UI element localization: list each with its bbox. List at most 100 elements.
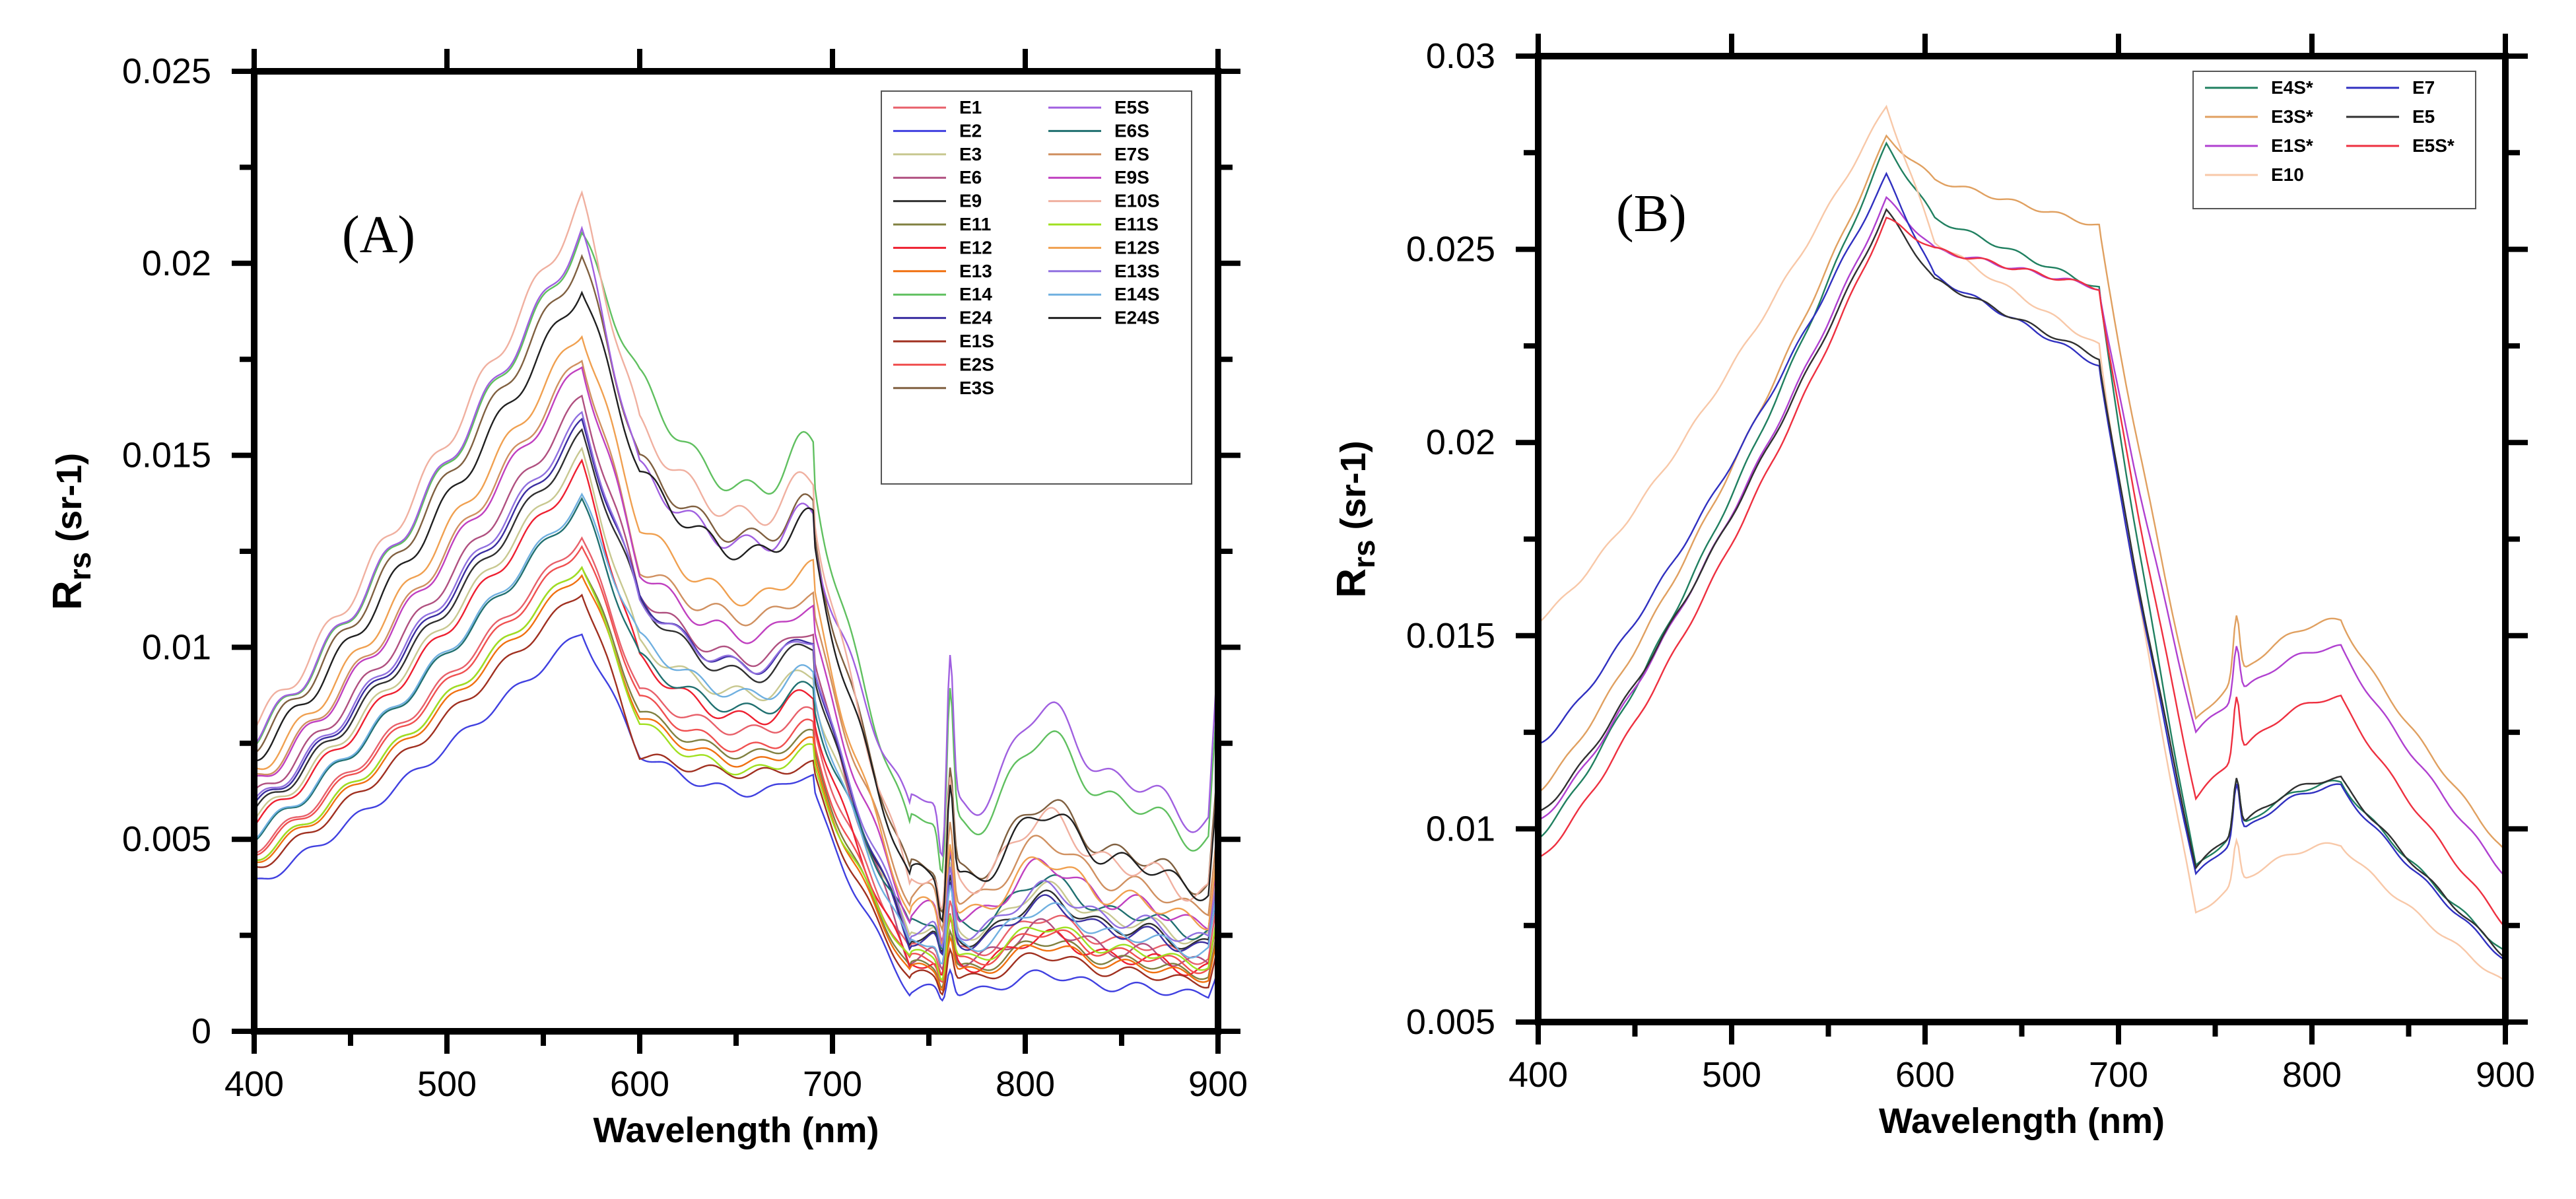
series-line-e2 bbox=[254, 633, 1219, 1002]
y-axis-title: Rrs (sr-1) bbox=[45, 453, 97, 610]
tick-marks bbox=[1516, 34, 2528, 1045]
legend-label: E24 bbox=[959, 308, 992, 328]
legend-box bbox=[2192, 71, 2476, 209]
legend-item: E7S bbox=[1048, 144, 1149, 164]
series-line-e10 bbox=[1538, 104, 2506, 982]
legend-item: E10S bbox=[1048, 191, 1160, 211]
legend-label: E3S* bbox=[2271, 106, 2313, 127]
legend-label: E13 bbox=[959, 261, 992, 281]
legend-label: E1 bbox=[959, 97, 982, 118]
y-tick-label: 0 bbox=[191, 1011, 211, 1051]
x-tick-label: 800 bbox=[2282, 1055, 2342, 1095]
series-line-e3s bbox=[254, 254, 1219, 914]
legend-label: E12 bbox=[959, 237, 992, 257]
series-line-e13 bbox=[254, 574, 1219, 992]
series-line-e1 bbox=[254, 536, 1219, 975]
legend-item: E13S bbox=[1048, 261, 1160, 281]
series-lines bbox=[1538, 104, 2506, 982]
panel-a: 400 500 600 700 800 900 0 0.005 0.01 0.015 0.02 0.0… bbox=[45, 49, 1248, 1150]
legend-label: E9 bbox=[959, 191, 982, 211]
series-line-e3 bbox=[254, 446, 1219, 949]
x-tick-label: 400 bbox=[1508, 1055, 1568, 1095]
legend-label: E10S bbox=[1114, 191, 1160, 211]
y-tick-label: 0.025 bbox=[122, 51, 211, 91]
legend-item: E7 bbox=[2346, 77, 2435, 98]
legend-item: E14S bbox=[1048, 284, 1160, 304]
series-line-e9s bbox=[254, 366, 1219, 944]
y-tick-label: 0.03 bbox=[1426, 36, 1495, 76]
legend-item: E9 bbox=[893, 191, 982, 211]
legend-label: E13S bbox=[1114, 261, 1160, 281]
x-tick-label: 700 bbox=[2089, 1055, 2148, 1095]
legend-item: E1 bbox=[893, 97, 982, 118]
y-tick-label: 0.02 bbox=[142, 244, 211, 283]
legend-label: E1S bbox=[959, 331, 994, 351]
legend-label: E5S bbox=[1114, 97, 1149, 118]
legend-item: E5S bbox=[1048, 97, 1149, 118]
y-tick-label: 0.01 bbox=[142, 627, 211, 667]
legend-label: E3 bbox=[959, 144, 982, 164]
x-tick-label: 900 bbox=[2476, 1055, 2535, 1095]
x-tick-label: 700 bbox=[803, 1064, 862, 1104]
legend-item: E12S bbox=[1048, 237, 1160, 257]
legend-item: E2S bbox=[893, 354, 994, 374]
y-tick-label: 0.015 bbox=[1406, 616, 1495, 656]
panel-b: 400 500 600 700 800 900 0.005 0.01 0.015 0.02 0.02… bbox=[1329, 34, 2535, 1141]
series-line-e5s-star bbox=[1538, 217, 2506, 928]
legend-label: E7 bbox=[2412, 77, 2435, 98]
legend-label: E5 bbox=[2412, 106, 2435, 127]
legend-item: E3S* bbox=[2205, 106, 2313, 127]
series-line-e11s bbox=[254, 566, 1219, 982]
legend-item: E10 bbox=[2205, 164, 2304, 185]
legend-item: E24 bbox=[893, 308, 992, 328]
series-line-e4s-star bbox=[1538, 141, 2506, 952]
series-line-e2s bbox=[254, 545, 1219, 983]
series-line-e10s bbox=[253, 190, 1219, 910]
series-line-e7s bbox=[254, 359, 1219, 933]
series-lines bbox=[253, 190, 1219, 1002]
y-tick-label: 0.005 bbox=[1406, 1002, 1495, 1042]
legend-label: E6 bbox=[959, 167, 982, 188]
legend-label: E10 bbox=[2271, 164, 2304, 185]
legend-item: E6 bbox=[893, 167, 982, 188]
legend-item: E11 bbox=[893, 214, 991, 234]
y-tick-label: 0.015 bbox=[122, 436, 211, 475]
series-line-e5 bbox=[1538, 208, 2506, 959]
legend-item: E3 bbox=[893, 144, 982, 164]
legend-item: E4S* bbox=[2205, 77, 2313, 98]
series-line-e5s bbox=[254, 225, 1219, 858]
legend: E4S* E3S* E1S* E10 E7 E5 E5S* bbox=[2192, 71, 2476, 209]
legend-label: E4S* bbox=[2271, 77, 2313, 98]
x-tick-label: 600 bbox=[1895, 1055, 1955, 1095]
series-line-e9 bbox=[254, 428, 1219, 953]
legend-label: E24S bbox=[1114, 308, 1160, 328]
series-line-e1s-star bbox=[1538, 195, 2506, 877]
legend-item: E14 bbox=[893, 284, 992, 304]
panel-label: (A) bbox=[342, 206, 415, 264]
legend-item: E5S* bbox=[2346, 135, 2455, 156]
legend-label: E2 bbox=[959, 120, 982, 141]
legend-label: E3S bbox=[959, 378, 994, 398]
series-line-e13s bbox=[254, 411, 1219, 949]
x-tick-label: 900 bbox=[1188, 1064, 1248, 1104]
series-line-e3s-star bbox=[1538, 134, 2506, 851]
legend-item: E5 bbox=[2346, 106, 2435, 127]
y-tick-label: 0.01 bbox=[1426, 809, 1495, 848]
x-axis-title: Wavelength (nm) bbox=[1879, 1101, 2165, 1141]
legend-label: E7S bbox=[1114, 144, 1149, 164]
legend-item: E3S bbox=[893, 378, 994, 398]
x-tick-label: 500 bbox=[417, 1064, 477, 1104]
legend-label: E12S bbox=[1114, 237, 1160, 257]
y-tick-label: 0.02 bbox=[1426, 423, 1495, 462]
series-line-e24s bbox=[254, 291, 1219, 924]
legend-item: E1S bbox=[893, 331, 994, 351]
legend-label: E9S bbox=[1114, 167, 1149, 188]
legend-label: E14S bbox=[1114, 284, 1160, 304]
y-axis-title: Rrs (sr-1) bbox=[1329, 440, 1381, 598]
panel-label: (B) bbox=[1616, 185, 1687, 243]
legend-item: E24S bbox=[1048, 308, 1160, 328]
legend-label: E11 bbox=[959, 214, 991, 234]
x-tick-label: 500 bbox=[1702, 1055, 1761, 1095]
